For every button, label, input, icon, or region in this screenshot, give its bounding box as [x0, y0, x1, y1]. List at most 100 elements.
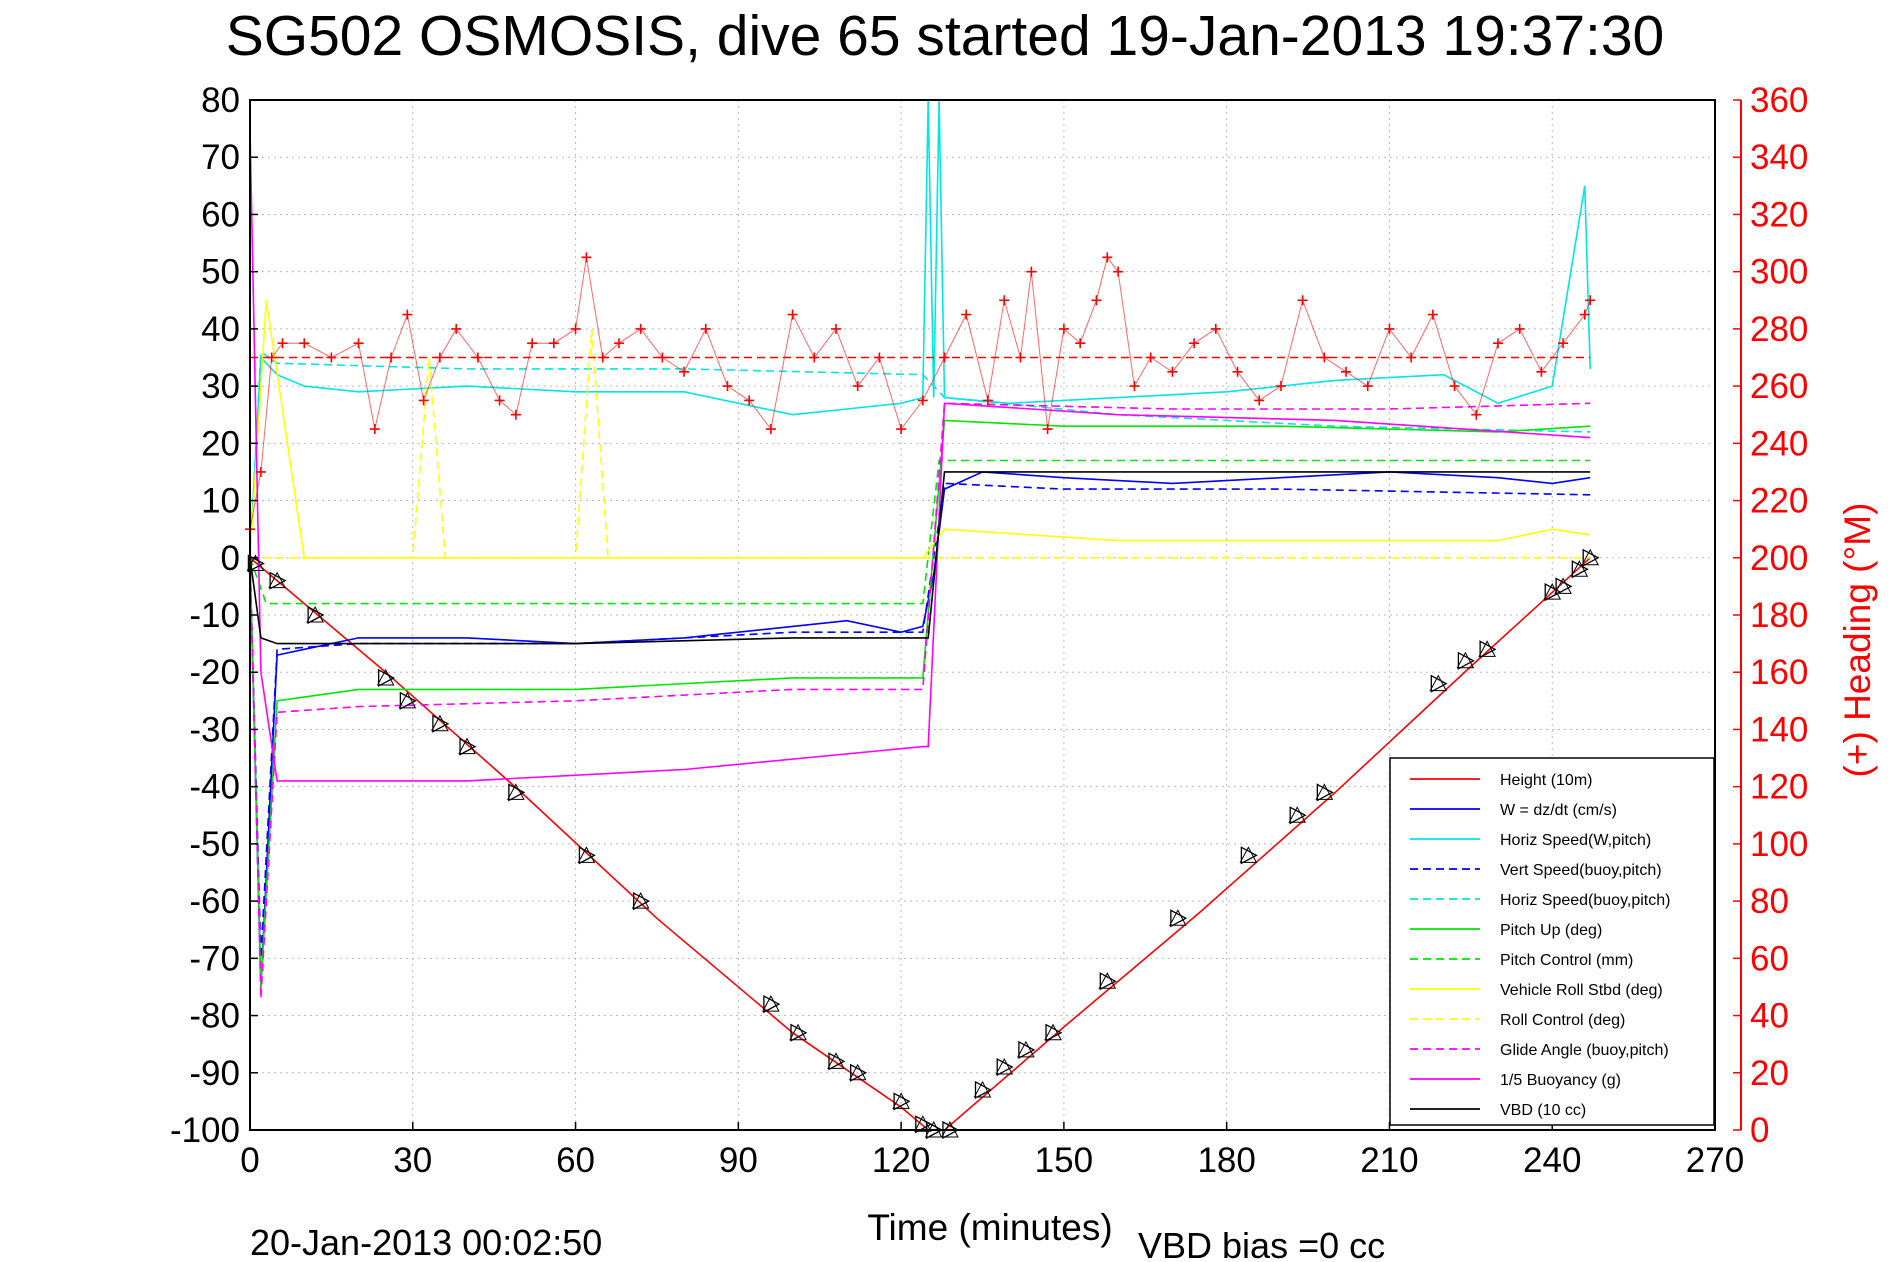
sample-marker-4 — [399, 691, 417, 710]
heading-trace — [249, 256, 1591, 530]
legend-label-9: Glide Angle (buoy,pitch) — [1500, 1042, 1669, 1059]
x-tick-label-0: 0 — [240, 1141, 259, 1180]
y2-tick-label-9: 180 — [1750, 596, 1808, 635]
y-tick-label-3: 50 — [201, 253, 240, 292]
sample-marker-3 — [377, 668, 396, 688]
sample-marker-up-28 — [1456, 651, 1475, 669]
x-tick-label-2: 60 — [556, 1141, 595, 1180]
sample-marker-up-9 — [631, 892, 650, 909]
y2-tick-label-2: 320 — [1750, 195, 1808, 234]
y2-tick-label-18: 0 — [1750, 1111, 1769, 1150]
y-tick-label-6: 20 — [201, 424, 240, 463]
series-heading-markers — [245, 252, 1596, 535]
sample-marker-up-10 — [762, 995, 780, 1012]
x-tick-label-4: 120 — [872, 1141, 930, 1180]
x-axis-ticks: 0 30 60 90 120 150 180 210 240 270 — [240, 1122, 1744, 1180]
chart-title: SG502 OSMOSIS, dive 65 started 19-Jan-20… — [226, 4, 1665, 68]
series-line-3 — [249, 482, 1591, 959]
legend-label-1: W = dz/dt (cm/s) — [1500, 802, 1617, 819]
sample-marker-up-21 — [1044, 1023, 1062, 1041]
y-tick-label-18: -100 — [170, 1111, 240, 1150]
sample-marker-11 — [790, 1023, 808, 1042]
sample-marker-14 — [893, 1092, 911, 1111]
sample-marker-up-2 — [306, 605, 324, 623]
series-line-8 — [250, 328, 1591, 559]
x-tick-label-3: 90 — [719, 1141, 758, 1180]
sample-marker-18 — [974, 1080, 992, 1100]
sample-marker-25 — [1289, 806, 1307, 825]
sample-marker-up-27 — [1429, 674, 1448, 692]
series-line-4 — [249, 350, 1591, 558]
vbd-bias-label: VBD bias =0 cc — [1138, 1225, 1385, 1262]
legend-label-11: VBD (10 cc) — [1500, 1102, 1586, 1119]
series-line-9 — [249, 402, 1591, 999]
legend-label-0: Height (10m) — [1500, 772, 1592, 789]
sample-marker-up-14 — [892, 1092, 910, 1109]
legend-label-5: Pitch Up (deg) — [1500, 922, 1602, 939]
sample-marker-up-32 — [1570, 560, 1589, 577]
sample-marker-20 — [1018, 1040, 1036, 1059]
sample-marker-24 — [1240, 846, 1258, 865]
y-tick-label-2: 60 — [201, 195, 240, 234]
legend-label-4: Horiz Speed(buoy,pitch) — [1500, 892, 1670, 909]
y2-tick-label-1: 340 — [1750, 138, 1808, 177]
sample-marker-up-33 — [1581, 548, 1600, 566]
sample-marker-1 — [269, 571, 287, 590]
y-tick-label-14: -60 — [189, 882, 240, 921]
sample-marker-19 — [996, 1057, 1014, 1077]
y-tick-label-11: -30 — [189, 710, 240, 749]
legend-label-10: 1/5 Buoyancy (g) — [1500, 1072, 1621, 1089]
y-tick-label-16: -80 — [189, 997, 240, 1036]
y-axis-ticks: 80 70 60 50 40 30 20 10 0 -10 -20 -30 -40 -50 -60 -70 -8… — [170, 81, 258, 1150]
y2-tick-label-16: 40 — [1750, 997, 1789, 1036]
sample-marker-up-12 — [827, 1052, 845, 1069]
x-tick-label-5: 150 — [1035, 1141, 1093, 1180]
sample-marker-7 — [508, 783, 526, 802]
sample-marker-up-18 — [973, 1080, 992, 1098]
sample-marker-9 — [633, 892, 651, 911]
sample-marker-21 — [1045, 1023, 1063, 1042]
sample-marker-22 — [1099, 972, 1117, 991]
sample-marker-30 — [1544, 583, 1562, 602]
y2-tick-label-6: 240 — [1750, 424, 1808, 463]
sample-marker-29 — [1479, 640, 1497, 659]
y-tick-label-17: -90 — [189, 1054, 240, 1093]
sample-marker-up-4 — [398, 691, 417, 709]
y2-tick-label-4: 280 — [1750, 310, 1808, 349]
y-tick-label-7: 10 — [201, 482, 240, 521]
legend-label-8: Roll Control (deg) — [1500, 1012, 1625, 1029]
x-tick-label-8: 240 — [1523, 1141, 1581, 1180]
y-tick-label-15: -70 — [189, 939, 240, 978]
y2-tick-label-15: 60 — [1750, 939, 1789, 978]
y-tick-label-4: 40 — [201, 310, 240, 349]
y-tick-label-10: -20 — [189, 653, 240, 692]
y-tick-label-12: -40 — [189, 768, 240, 807]
sample-marker-up-29 — [1478, 640, 1496, 657]
sample-marker-up-6 — [458, 737, 476, 755]
y-tick-label-1: 70 — [201, 138, 240, 177]
sample-marker-27 — [1430, 674, 1448, 693]
sample-marker-up-26 — [1315, 783, 1334, 800]
legend-label-7: Vehicle Roll Stbd (deg) — [1500, 982, 1663, 999]
sample-marker-up-31 — [1554, 577, 1572, 594]
sample-marker-up-1 — [268, 571, 286, 589]
y-tick-label-8: 0 — [221, 539, 240, 578]
sample-marker-8 — [578, 846, 596, 865]
sample-marker-13 — [850, 1063, 868, 1082]
y2-tick-label-17: 20 — [1750, 1054, 1789, 1093]
sample-marker-up-3 — [376, 668, 395, 686]
x-tick-label-7: 210 — [1360, 1141, 1418, 1180]
sample-marker-2 — [307, 605, 325, 625]
series-line-6 — [249, 459, 1591, 605]
x-axis-label: Time (minutes) — [867, 1207, 1112, 1248]
sample-marker-up-22 — [1098, 972, 1117, 989]
y-tick-label-5: 30 — [201, 367, 240, 406]
sample-marker-up-20 — [1017, 1040, 1035, 1058]
sample-marker-15 — [915, 1115, 933, 1134]
sample-markers — [246, 548, 1600, 1140]
sample-marker-33 — [1582, 548, 1600, 567]
y-tick-label-0: 80 — [201, 81, 240, 120]
legend-box — [1389, 757, 1715, 1126]
right-y-axis-label: (+) Heading (°M) — [1837, 503, 1878, 778]
sample-marker-up-23 — [1168, 909, 1187, 926]
